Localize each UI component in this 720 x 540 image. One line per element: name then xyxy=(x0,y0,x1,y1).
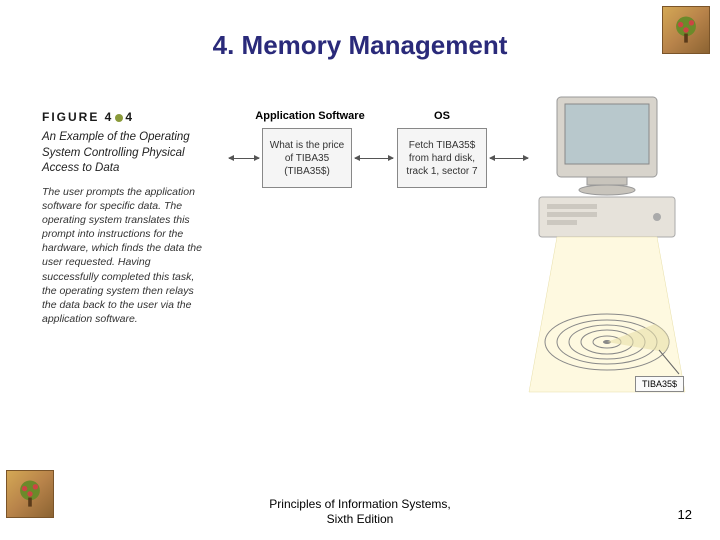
figure-caption: FIGURE 4 4 An Example of the Operating Sy… xyxy=(42,110,207,326)
figure-description: The user prompts the application softwar… xyxy=(42,185,207,327)
figure-subtitle: An Example of the Operating System Contr… xyxy=(42,130,207,177)
arrow-os-hw xyxy=(490,158,528,159)
figure-label: FIGURE 4 4 xyxy=(42,110,207,124)
figure-label-dot-icon xyxy=(115,114,123,122)
figure-label-suffix: 4 xyxy=(125,110,134,124)
footer-line1: Principles of Information Systems, xyxy=(269,497,450,511)
header-os: OS xyxy=(422,110,462,122)
diagram: Application Software OS What is the pric… xyxy=(237,110,687,420)
computer-illustration xyxy=(527,92,687,412)
box-application-query: What is the price of TIBA35 (TIBA35$) xyxy=(262,128,352,188)
disk-sector-label: TIBA35$ xyxy=(635,376,684,392)
footer-citation: Principles of Information Systems, Sixth… xyxy=(0,497,720,528)
figure-area: FIGURE 4 4 An Example of the Operating Sy… xyxy=(42,110,682,420)
figure-label-prefix: FIGURE 4 xyxy=(42,110,113,124)
box-os-fetch: Fetch TIBA35$ from hard disk, track 1, s… xyxy=(397,128,487,188)
footer-line2: Sixth Edition xyxy=(327,512,394,526)
arrow-user-app xyxy=(229,158,259,159)
header-app-software: Application Software xyxy=(255,110,365,122)
arrow-app-os xyxy=(355,158,393,159)
slide-title: 4. Memory Management xyxy=(0,30,720,61)
page-number: 12 xyxy=(678,507,692,522)
